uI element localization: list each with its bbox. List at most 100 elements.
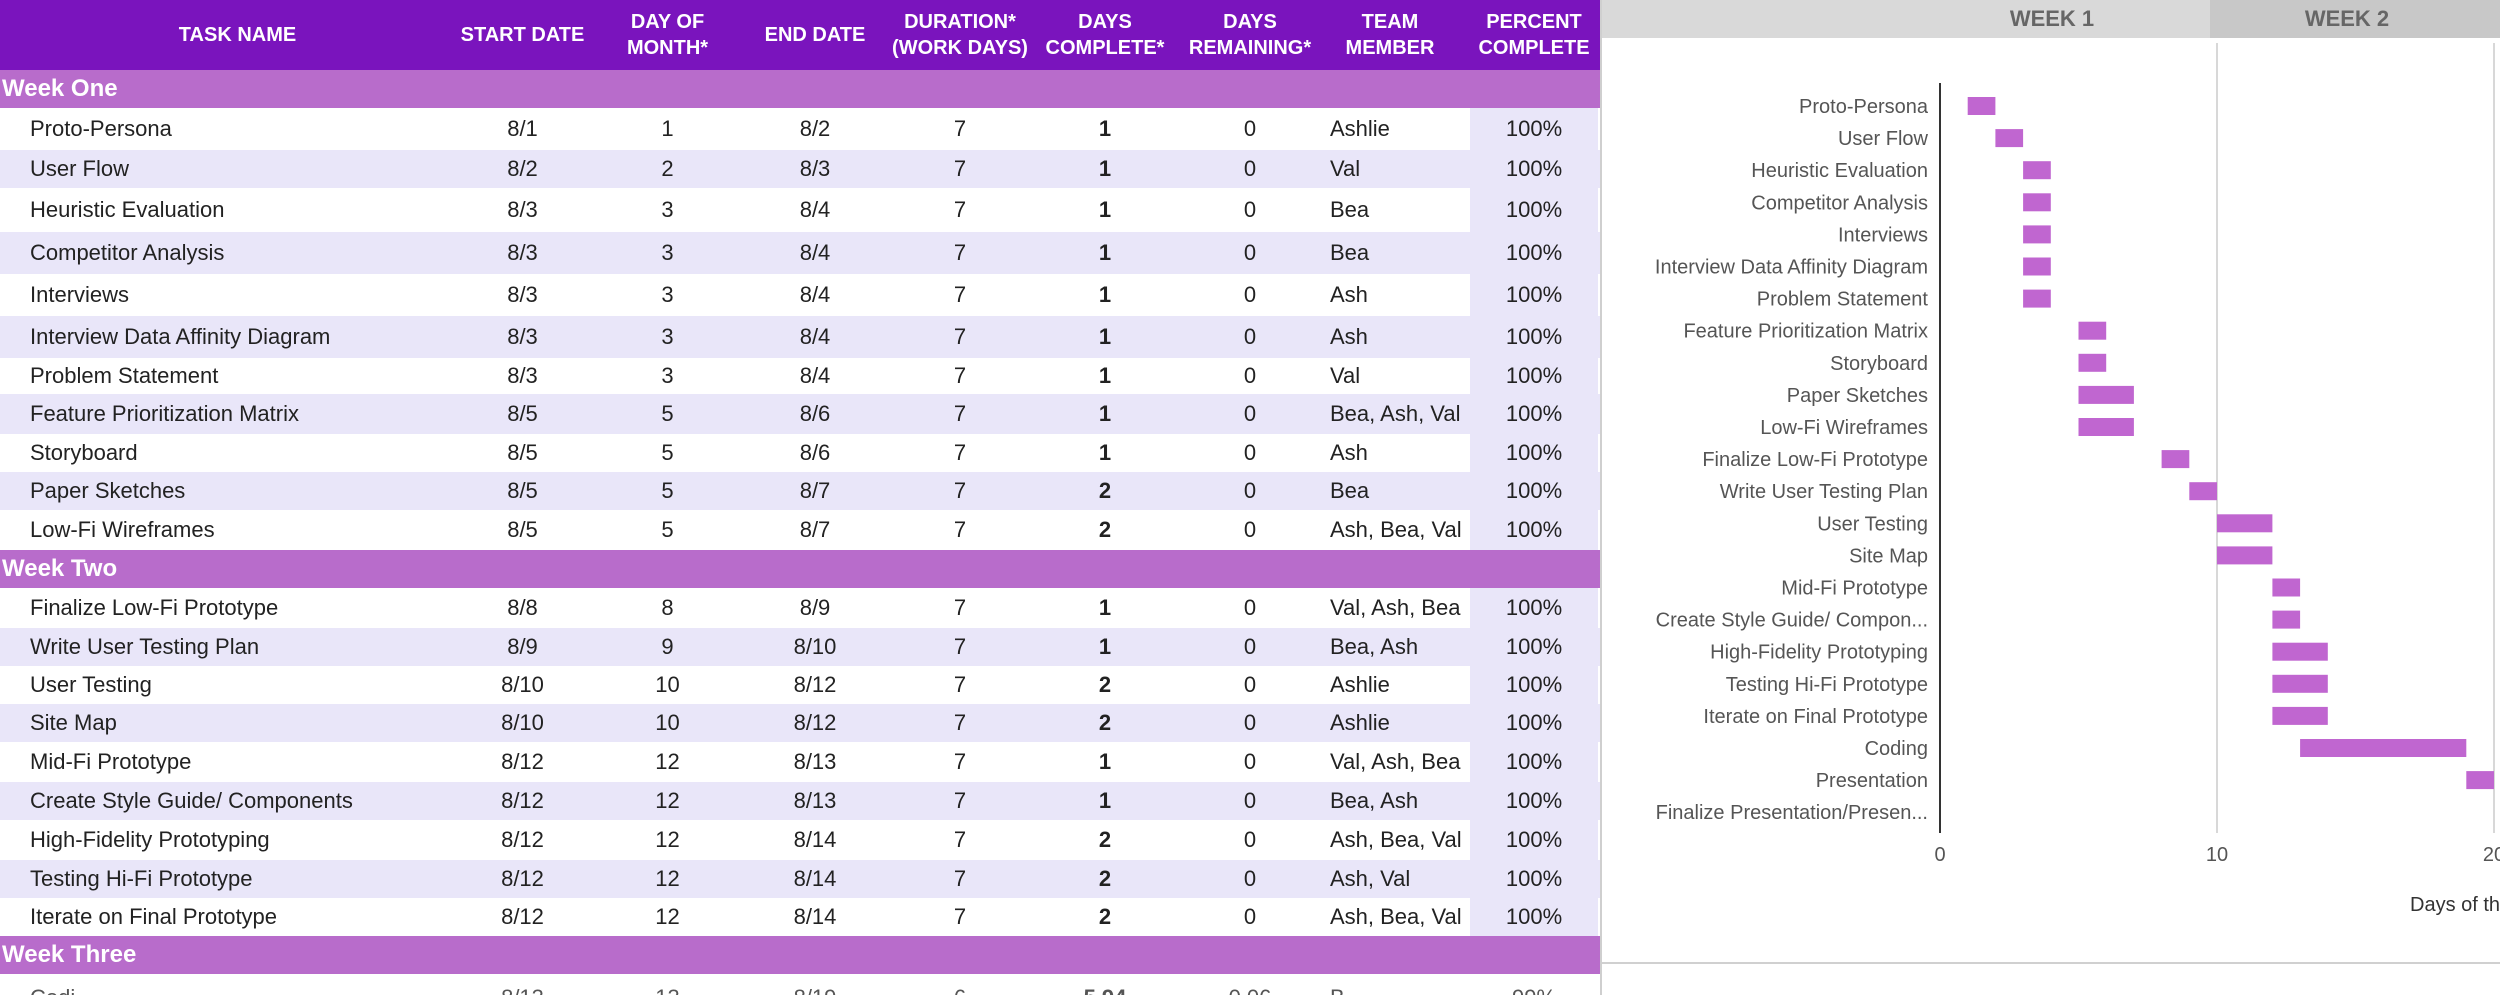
cell-start[interactable]: 8/3 bbox=[507, 363, 538, 388]
cell-task[interactable]: High-Fidelity Prototyping bbox=[30, 827, 270, 852]
cell-remaining[interactable]: 0 bbox=[1243, 240, 1257, 265]
cell-percent[interactable]: 100% bbox=[1505, 478, 1563, 503]
cell-member[interactable]: Val bbox=[1330, 156, 1361, 181]
cell-end[interactable]: 8/14 bbox=[793, 866, 837, 891]
cell-percent[interactable]: 100% bbox=[1505, 595, 1563, 620]
header-end-date[interactable]: END DATE bbox=[764, 24, 866, 46]
cell-day[interactable]: 12 bbox=[655, 904, 680, 929]
cell-complete[interactable]: 2 bbox=[1098, 672, 1112, 697]
cell-duration[interactable]: 7 bbox=[953, 904, 967, 929]
cell-complete[interactable]: 2 bbox=[1098, 827, 1112, 852]
cell-remaining[interactable]: 0 bbox=[1243, 156, 1257, 181]
cell-day[interactable]: 5 bbox=[661, 517, 674, 542]
cell-member[interactable]: Bea bbox=[1330, 197, 1370, 222]
cell-complete[interactable]: 2 bbox=[1098, 866, 1112, 891]
cell-day[interactable]: 1 bbox=[661, 116, 674, 141]
cell-task[interactable]: Codi bbox=[0, 980, 460, 995]
cell-start[interactable]: 8/2 bbox=[507, 156, 538, 181]
cell-start[interactable]: 8/12 bbox=[501, 749, 544, 774]
cell-start[interactable]: 8/5 bbox=[507, 478, 538, 503]
cell-duration[interactable]: 7 bbox=[953, 672, 967, 697]
cell-duration[interactable]: 7 bbox=[953, 440, 967, 465]
cell-day[interactable]: 12 bbox=[655, 788, 680, 813]
cell-end[interactable]: 8/4 bbox=[799, 324, 831, 349]
cell-task[interactable]: Site Map bbox=[30, 710, 117, 735]
cell-complete[interactable]: 2 bbox=[1098, 517, 1112, 542]
cell-end[interactable]: 8/3 bbox=[799, 156, 831, 181]
cell-duration[interactable]: 7 bbox=[953, 710, 967, 735]
cell-percent[interactable]: 100% bbox=[1505, 116, 1563, 141]
cell-complete[interactable]: 1 bbox=[1098, 788, 1112, 813]
cell-complete[interactable]: 1 bbox=[1098, 634, 1112, 659]
cell-day[interactable]: 3 bbox=[661, 363, 674, 388]
cell-end[interactable]: 8/14 bbox=[793, 904, 837, 929]
cell-end[interactable]: 8/14 bbox=[793, 827, 837, 852]
cell-complete[interactable]: 1 bbox=[1098, 324, 1112, 349]
cell-member[interactable]: Ash, Val bbox=[1330, 866, 1411, 891]
cell-end[interactable]: 8/7 bbox=[799, 517, 831, 542]
cell-remaining[interactable]: 0 bbox=[1243, 478, 1257, 503]
cell-percent[interactable]: 100% bbox=[1505, 240, 1563, 265]
cell-percent[interactable]: 100% bbox=[1505, 401, 1563, 426]
table-row-partial[interactable]: Codi 8/13 13 8/19 6 5.94 0.06 B 99% bbox=[0, 980, 1600, 995]
cell-remaining[interactable]: 0 bbox=[1243, 401, 1257, 426]
cell-member[interactable]: Ash bbox=[1330, 324, 1368, 349]
cell-task[interactable]: Low-Fi Wireframes bbox=[30, 517, 215, 542]
cell-duration[interactable]: 7 bbox=[953, 517, 967, 542]
table-row[interactable]: User Testing 8/10 10 8/12 7 2 0 Ashlie 100% bbox=[0, 666, 1600, 704]
cell-end[interactable]: 8/4 bbox=[799, 197, 831, 222]
cell-start[interactable]: 8/3 bbox=[507, 240, 538, 265]
cell-duration[interactable]: 7 bbox=[953, 363, 967, 388]
cell-end[interactable]: 8/13 bbox=[793, 788, 837, 813]
cell-remaining[interactable]: 0 bbox=[1243, 116, 1257, 141]
cell-duration[interactable]: 6 bbox=[885, 980, 1035, 995]
cell-day[interactable]: 3 bbox=[661, 324, 674, 349]
table-row[interactable]: Paper Sketches 8/5 5 8/7 7 2 0 Bea 100% bbox=[0, 472, 1600, 510]
cell-start[interactable]: 8/10 bbox=[501, 672, 544, 697]
cell-member[interactable]: Ash bbox=[1330, 282, 1368, 307]
cell-end[interactable]: 8/4 bbox=[799, 363, 831, 388]
cell-day[interactable]: 10 bbox=[655, 672, 680, 697]
table-row[interactable]: Interviews 8/3 3 8/4 7 1 0 Ash 100% bbox=[0, 274, 1600, 316]
cell-complete[interactable]: 1 bbox=[1098, 282, 1112, 307]
cell-complete[interactable]: 1 bbox=[1098, 595, 1112, 620]
cell-duration[interactable]: 7 bbox=[953, 595, 967, 620]
cell-day[interactable]: 5 bbox=[661, 401, 674, 426]
section-header[interactable]: Week Two bbox=[0, 550, 1600, 588]
cell-member[interactable]: Val, Ash, Bea bbox=[1330, 749, 1461, 774]
header-start-date[interactable]: START DATE bbox=[460, 24, 585, 46]
table-row[interactable]: Problem Statement 8/3 3 8/4 7 1 0 Val 100% bbox=[0, 358, 1600, 394]
table-row[interactable]: Interview Data Affinity Diagram 8/3 3 8/4 7 1… bbox=[0, 316, 1600, 358]
cell-start[interactable]: 8/13 bbox=[460, 980, 585, 995]
cell-percent[interactable]: 99% bbox=[1470, 980, 1598, 995]
cell-start[interactable]: 8/8 bbox=[507, 595, 538, 620]
cell-member[interactable]: Val bbox=[1330, 363, 1361, 388]
cell-complete[interactable]: 1 bbox=[1098, 749, 1112, 774]
cell-duration[interactable]: 7 bbox=[953, 197, 967, 222]
cell-member[interactable]: Bea, Ash bbox=[1330, 634, 1419, 659]
cell-remaining[interactable]: 0 bbox=[1243, 788, 1257, 813]
cell-end[interactable]: 8/6 bbox=[799, 401, 831, 426]
cell-task[interactable]: Feature Prioritization Matrix bbox=[30, 401, 299, 426]
cell-complete[interactable]: 2 bbox=[1098, 904, 1112, 929]
cell-percent[interactable]: 100% bbox=[1505, 197, 1563, 222]
cell-percent[interactable]: 100% bbox=[1505, 363, 1563, 388]
cell-task[interactable]: Heuristic Evaluation bbox=[30, 197, 225, 222]
cell-percent[interactable]: 100% bbox=[1505, 324, 1563, 349]
section-header[interactable]: Week Three bbox=[0, 936, 1600, 974]
cell-task[interactable]: Finalize Low-Fi Prototype bbox=[30, 595, 279, 620]
cell-end[interactable]: 8/13 bbox=[793, 749, 837, 774]
table-row[interactable]: Create Style Guide/ Components 8/12 12 8/13… bbox=[0, 782, 1600, 820]
cell-member[interactable]: Ash, Bea, Val bbox=[1330, 904, 1462, 929]
cell-day[interactable]: 3 bbox=[661, 240, 674, 265]
header-days-complete[interactable]: DAYS COMPLETE* bbox=[1045, 11, 1165, 59]
cell-end[interactable]: 8/12 bbox=[793, 710, 837, 735]
cell-remaining[interactable]: 0 bbox=[1243, 749, 1257, 774]
cell-complete[interactable]: 1 bbox=[1098, 363, 1112, 388]
cell-task[interactable]: Testing Hi-Fi Prototype bbox=[30, 866, 253, 891]
cell-end[interactable]: 8/2 bbox=[799, 116, 831, 141]
cell-end[interactable]: 8/6 bbox=[799, 440, 831, 465]
cell-task[interactable]: Write User Testing Plan bbox=[30, 634, 260, 659]
cell-end[interactable]: 8/9 bbox=[799, 595, 831, 620]
cell-remaining[interactable]: 0 bbox=[1243, 324, 1257, 349]
